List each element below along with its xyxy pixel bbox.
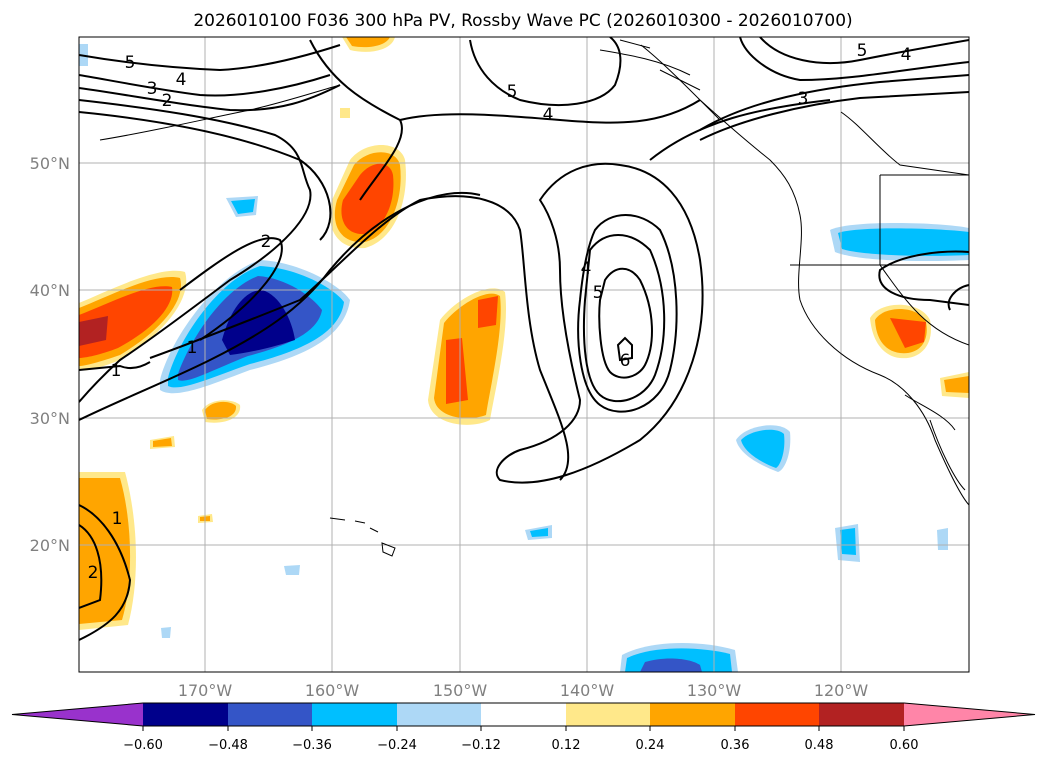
latitude-labels: 50°N 40°N 30°N 20°N [30,154,70,555]
contour-label: 1 [187,338,198,358]
colorbar-bin [650,703,735,726]
lat-label-30n: 30°N [30,409,70,428]
colorbar-tick-label: 0.36 [721,738,750,753]
colorbar-under-triangle [12,703,143,726]
colorbar-over-triangle [904,703,1035,726]
lon-label-160w: 160°W [305,681,360,700]
colorbar-bin [735,703,819,726]
longitude-labels: 170°W 160°W 150°W 140°W 130°W 120°W [178,681,869,700]
colorbar-tick-label: 0.60 [890,738,919,753]
colorbar-tick-label: 0.24 [636,738,665,753]
lon-label-150w: 150°W [433,681,488,700]
colorbar-tick-label: −0.60 [123,738,163,753]
colorbar-tick-label: −0.24 [377,738,417,753]
colorbar-tick-label: −0.48 [208,738,248,753]
contour-label: 5 [125,53,136,73]
colorbar-ticks [142,726,905,731]
contour-labels: 5 4 3 2 5 4 3 5 4 2 1 1 4 5 6 1 2 [88,41,912,583]
contour-label: 5 [507,82,518,102]
lat-label-40n: 40°N [30,281,70,300]
lon-label-130w: 130°W [687,681,742,700]
colorbar: −0.60 −0.48 −0.36 −0.24 −0.12 0.12 0.24 … [11,702,1036,753]
map-panel: 5 4 3 2 5 4 3 5 4 2 1 1 4 5 6 1 2 [79,37,969,672]
lon-label-140w: 140°W [560,681,615,700]
contour-label: 4 [901,45,912,65]
graticule [79,37,969,672]
contour-label: 3 [147,79,158,99]
negative-anomaly-shading [79,44,969,672]
colorbar-bin [228,703,312,726]
positive-anomaly-shading [79,37,969,630]
contour-label: 4 [581,259,592,279]
colorbar-bin [397,703,481,726]
contour-label: 5 [593,283,604,303]
lon-label-170w: 170°W [178,681,233,700]
figure-title: 2026010100 F036 300 hPa PV, Rossby Wave … [193,11,852,31]
lon-label-120w: 120°W [814,681,869,700]
colorbar-tick-label: −0.12 [461,738,501,753]
contour-label: 2 [261,232,272,252]
contour-label: 5 [857,41,868,61]
contour-label: 6 [620,351,631,371]
contour-label: 4 [543,105,554,125]
contour-label: 2 [162,91,173,111]
contour-label: 2 [88,563,99,583]
colorbar-tick-label: −0.36 [292,738,332,753]
colorbar-bin [566,703,650,726]
contour-label: 4 [176,70,187,90]
colorbar-bin [819,703,904,726]
pv-contours [79,37,969,641]
contour-label: 3 [798,89,809,109]
coastlines [99,39,969,557]
colorbar-bin [143,703,228,726]
lat-label-20n: 20°N [30,536,70,555]
colorbar-bin [481,703,566,726]
lat-label-50n: 50°N [30,154,70,173]
colorbar-tick-label: 0.48 [805,738,834,753]
colorbar-tick-label: 0.12 [552,738,581,753]
contour-label: 1 [111,361,122,381]
contour-label: 1 [112,509,123,529]
map-frame [78,36,970,673]
colorbar-bin [312,703,397,726]
